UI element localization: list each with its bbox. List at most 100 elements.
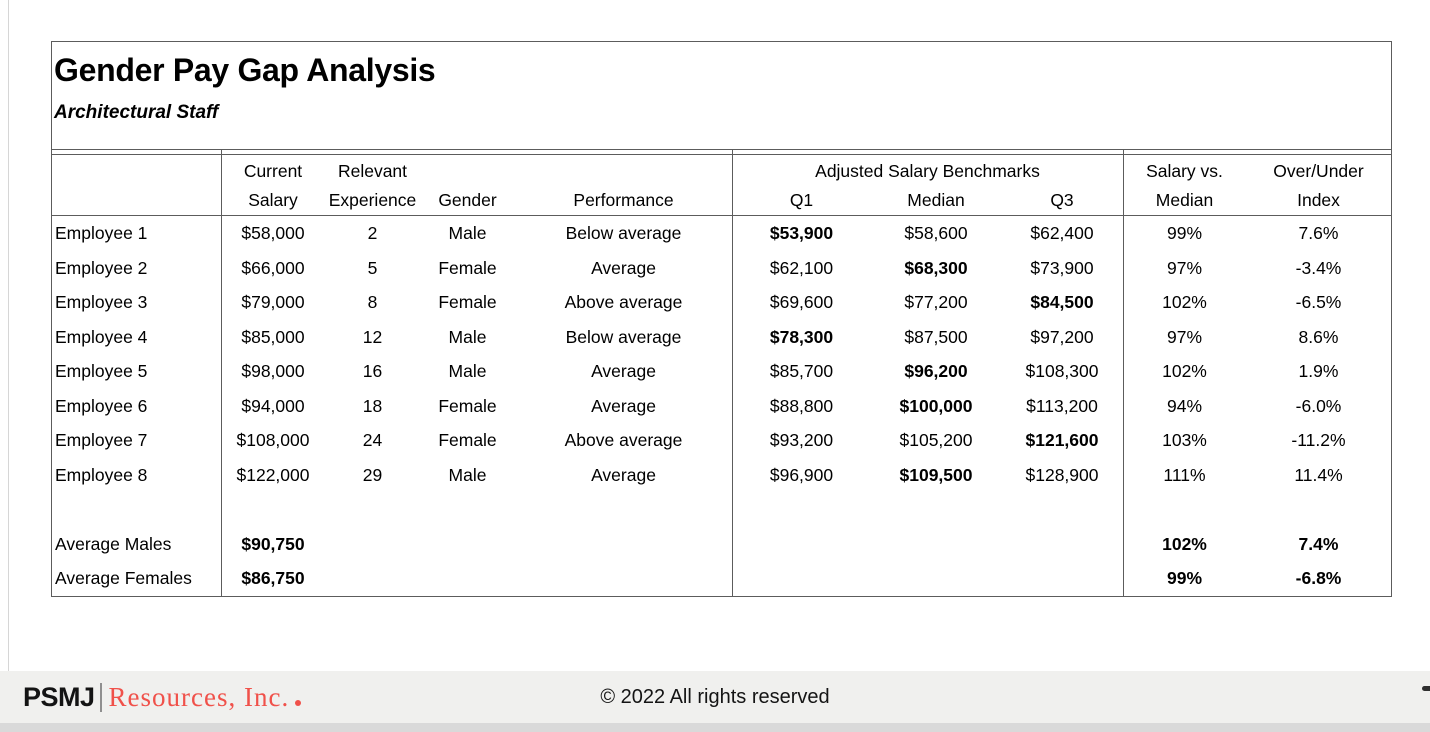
cell-salary: $98,000 xyxy=(241,361,305,382)
cell-q3: $113,200 xyxy=(1026,395,1098,416)
cell-salary: $66,000 xyxy=(241,257,305,278)
cell-performance: Average xyxy=(591,257,656,278)
cell-q3: $62,400 xyxy=(1030,223,1094,244)
cell-q3: $97,200 xyxy=(1030,326,1094,347)
cell-svm: 103% xyxy=(1162,430,1207,451)
spacer-row xyxy=(52,493,1391,527)
cell-experience: 24 xyxy=(362,430,383,451)
cell-q3: $121,600 xyxy=(1025,430,1099,451)
cell-experience: 16 xyxy=(362,361,383,382)
cell-median: $68,300 xyxy=(904,257,968,278)
cell-salary: $90,750 xyxy=(241,533,305,554)
cell-performance: Below average xyxy=(565,223,682,244)
cell-experience: 2 xyxy=(367,223,378,244)
cell-q1: $88,800 xyxy=(769,395,834,416)
cell-salary: $79,000 xyxy=(241,292,305,313)
cell-gender: Female xyxy=(438,292,497,313)
header-performance: Performance xyxy=(573,189,674,210)
cell-svm: 97% xyxy=(1166,257,1203,278)
cell-oui: 7.4% xyxy=(1298,533,1339,554)
cell-experience: 18 xyxy=(362,395,383,416)
header-over-under-line2: Index xyxy=(1297,189,1340,210)
cell-q3: $108,300 xyxy=(1025,361,1099,382)
header-q3: Q3 xyxy=(1050,189,1074,210)
cell-q3: $73,900 xyxy=(1030,257,1094,278)
employee-row: Employee 3 $79,000 8 Female Above average $69… xyxy=(52,286,1391,320)
header-experience-line1: Relevant xyxy=(337,160,408,181)
psmj-logo: PSMJ Resources, Inc. xyxy=(0,681,302,713)
cell-svm: 111% xyxy=(1163,464,1206,485)
resources-logo-text: Resources, Inc. xyxy=(108,681,290,712)
cell-svm: 99% xyxy=(1166,568,1203,588)
column-divider-name xyxy=(221,150,222,596)
copyright-text: © 2022 All rights reserved xyxy=(600,685,830,708)
header-experience-line2: Experience xyxy=(328,189,417,210)
cell-name: Employee 5 xyxy=(55,361,148,382)
page-title: Gender Pay Gap Analysis xyxy=(54,52,436,88)
employee-row: Employee 6 $94,000 18 Female Average $88,800 $… xyxy=(52,389,1391,423)
cell-median: $105,200 xyxy=(899,430,973,451)
cell-name: Employee 6 xyxy=(55,395,148,416)
page-edge-line xyxy=(8,0,9,671)
cell-svm: 99% xyxy=(1166,223,1203,244)
cell-svm: 94% xyxy=(1166,395,1203,416)
header-current-salary-line2: Salary xyxy=(248,189,298,210)
cell-svm: 102% xyxy=(1162,533,1207,554)
psmj-logo-text: PSMJ xyxy=(23,681,95,712)
cell-gender: Female xyxy=(438,395,497,416)
cell-gender: Male xyxy=(448,223,487,244)
cell-median: $87,500 xyxy=(904,326,968,347)
cell-median: $109,500 xyxy=(899,464,973,485)
title-divider-line xyxy=(52,154,1391,155)
cell-q3: $128,900 xyxy=(1025,464,1099,485)
cell-performance: Average xyxy=(591,361,656,382)
cell-name: Employee 8 xyxy=(55,464,148,485)
cell-salary: $122,000 xyxy=(236,464,310,485)
cell-name: Average Males xyxy=(55,533,172,554)
cell-experience: 12 xyxy=(362,326,383,347)
employee-row: Employee 1 $58,000 2 Male Below average $53,9… xyxy=(52,217,1391,251)
cell-name: Average Females xyxy=(55,568,192,588)
table-header-row-2: Salary Experience Gender Performance Q1 … xyxy=(52,186,1391,215)
footer-bar: PSMJ Resources, Inc. © 2022 All rights r… xyxy=(0,671,1430,723)
cell-performance: Average xyxy=(591,395,656,416)
cell-gender: Male xyxy=(448,361,487,382)
table-body: Employee 1 $58,000 2 Male Below average $53,9… xyxy=(52,217,1391,596)
cell-q1: $69,600 xyxy=(769,292,834,313)
header-over-under-line1: Over/Under xyxy=(1273,160,1364,181)
cell-svm: 102% xyxy=(1162,292,1207,313)
cell-q1: $96,900 xyxy=(769,464,834,485)
cell-q1: $78,300 xyxy=(769,326,834,347)
employee-row: Employee 4 $85,000 12 Male Below average $78,… xyxy=(52,320,1391,354)
column-divider-performance xyxy=(732,150,733,596)
cell-performance: Above average xyxy=(564,292,683,313)
cell-performance: Below average xyxy=(565,326,682,347)
edge-dash xyxy=(1422,686,1430,691)
cell-salary: $58,000 xyxy=(241,223,305,244)
cell-gender: Female xyxy=(438,257,497,278)
cell-experience: 29 xyxy=(362,464,383,485)
cell-performance: Above average xyxy=(564,430,683,451)
cell-salary: $86,750 xyxy=(241,568,305,588)
cell-oui: -11.2% xyxy=(1291,430,1346,451)
table-header: Current Relevant Adjusted Salary Benchma… xyxy=(52,155,1391,216)
employee-row: Employee 8 $122,000 29 Male Average $96,900 $1… xyxy=(52,458,1391,492)
cell-salary: $108,000 xyxy=(236,430,310,451)
cell-median: $96,200 xyxy=(904,361,968,382)
cell-median: $77,200 xyxy=(904,292,968,313)
pay-gap-table: Gender Pay Gap Analysis Architectural St… xyxy=(51,41,1392,597)
header-salary-vs-line2: Median xyxy=(1155,189,1214,210)
cell-performance: Average xyxy=(591,464,656,485)
cell-q3: $84,500 xyxy=(1030,292,1094,313)
cell-experience: 5 xyxy=(367,257,378,278)
cell-gender: Female xyxy=(438,430,497,451)
cell-median: $58,600 xyxy=(904,223,968,244)
cell-q1: $85,700 xyxy=(769,361,834,382)
title-block: Gender Pay Gap Analysis Architectural St… xyxy=(52,42,1391,150)
summary-row: Average Females $86,750 99% -6.8% xyxy=(52,562,1391,596)
cell-svm: 97% xyxy=(1166,326,1203,347)
cell-oui: 11.4% xyxy=(1294,464,1343,485)
cell-name: Employee 1 xyxy=(55,223,148,244)
cell-salary: $85,000 xyxy=(241,326,305,347)
header-current-salary-line1: Current xyxy=(243,160,303,181)
